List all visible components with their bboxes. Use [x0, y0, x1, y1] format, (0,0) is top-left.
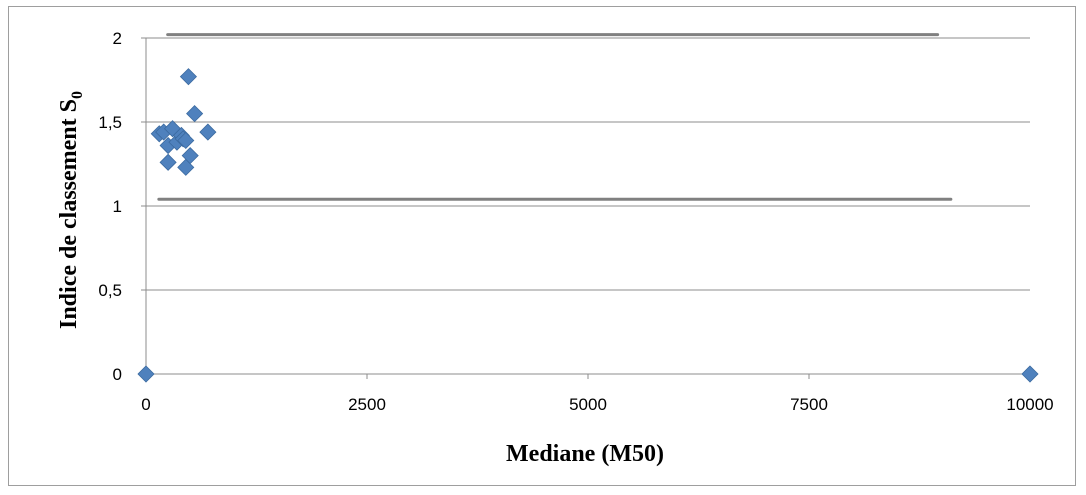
y-axis-title-subscript: 0 — [69, 91, 86, 99]
y-tick-label: 0,5 — [98, 281, 122, 300]
grid-layer — [146, 37, 1030, 291]
y-tick-label: 1,5 — [98, 113, 122, 132]
data-point — [137, 365, 155, 383]
y-axis-title-text: Indice de classement S — [56, 99, 82, 329]
y-tick-label: 2 — [113, 29, 122, 48]
axes — [141, 37, 1031, 379]
data-point — [181, 147, 199, 165]
x-tick-label: 5000 — [569, 395, 607, 414]
data-point — [177, 131, 195, 150]
data-point — [159, 153, 177, 171]
x-tick-label: 10000 — [1006, 395, 1053, 414]
y-axis-title: Indice de classement S0 — [56, 91, 86, 329]
data-point — [199, 123, 217, 141]
data-point — [179, 68, 197, 86]
data-point — [1021, 365, 1039, 383]
y-tick-label: 0 — [113, 365, 122, 384]
x-axis-title: Mediane (M50) — [506, 441, 664, 467]
reference-lines — [150, 30, 960, 204]
data-points — [137, 68, 1039, 383]
tick-labels: 0 2500 5000 7500 10000 0 0,5 1 1,5 2 — [98, 29, 1053, 414]
chart-frame — [8, 6, 1076, 486]
data-point — [186, 105, 204, 123]
x-tick-label: 0 — [141, 395, 150, 414]
y-tick-label: 1 — [113, 197, 122, 216]
x-tick-label: 7500 — [790, 395, 828, 414]
x-tick-label: 2500 — [348, 395, 386, 414]
